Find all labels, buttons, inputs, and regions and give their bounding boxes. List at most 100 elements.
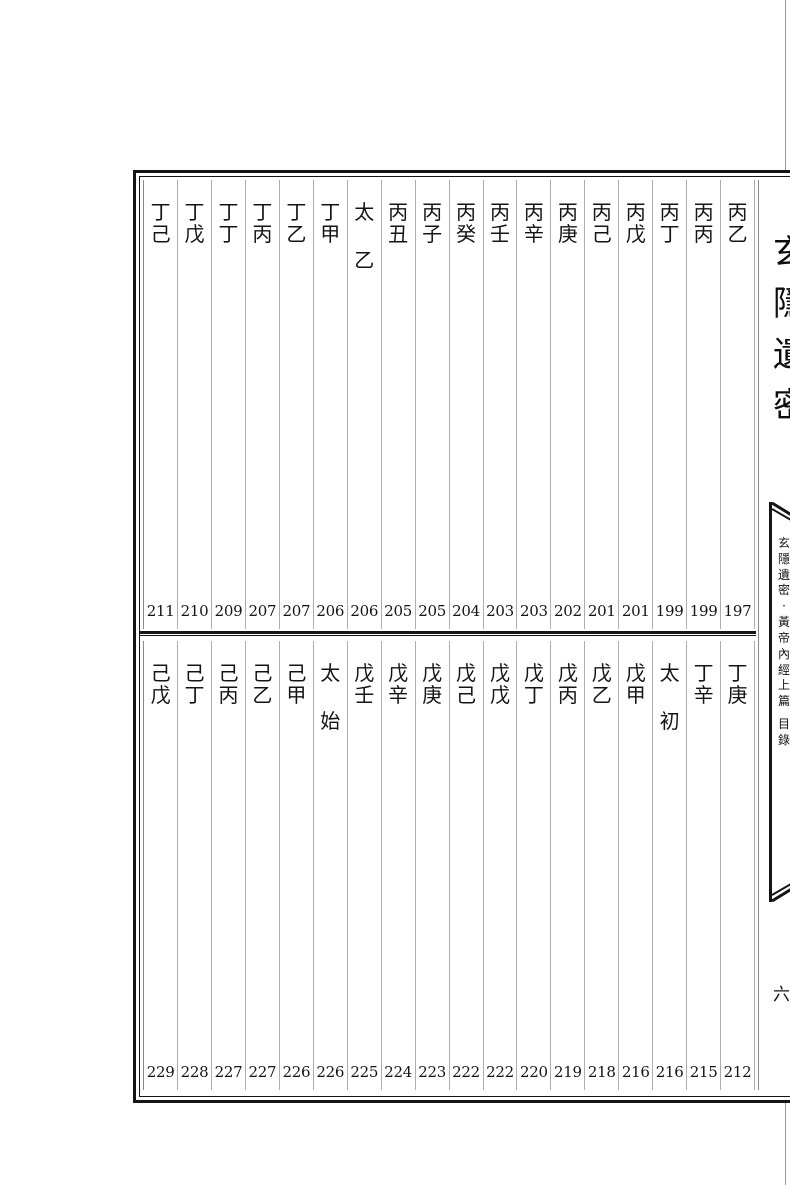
toc-entry-title: 戊庚 bbox=[416, 662, 449, 706]
toc-entry[interactable]: 丙乙 197 bbox=[721, 180, 755, 629]
toc-entry[interactable]: 丁戊 210 bbox=[178, 180, 212, 629]
toc-entry-title-char: 戊 bbox=[184, 221, 205, 246]
running-head-cartouche: 玄隱遺密 · 黃帝內經上篇目錄 bbox=[769, 502, 790, 902]
toc-entry[interactable]: 戊壬 225 bbox=[347, 641, 382, 1090]
toc-entry-title: 戊己 bbox=[450, 662, 483, 707]
toc-entry-page-number: 211 bbox=[146, 602, 175, 620]
toc-entry-title-char: 太 bbox=[354, 200, 375, 224]
toc-entry[interactable]: 丙辛 203 bbox=[517, 180, 552, 629]
running-head-char: 目 bbox=[778, 717, 790, 732]
toc-entry-page-number: 206 bbox=[316, 602, 345, 620]
toc-entry[interactable]: 戊辛 224 bbox=[381, 641, 416, 1090]
toc-entry[interactable]: 丁丙 207 bbox=[245, 180, 280, 629]
toc-entry[interactable]: 丁甲 206 bbox=[313, 180, 348, 629]
book-page-frame: 丙乙 197 丙丙 199 丙丁 199 丙戊 201 丙己 201 丙庚 202 丙辛 203 丙壬 203… bbox=[133, 170, 790, 1103]
folio-number: 六三 bbox=[773, 980, 790, 1005]
toc-entry-title-char: 丙 bbox=[727, 200, 748, 224]
toc-entry[interactable]: 丁辛 215 bbox=[687, 641, 722, 1090]
toc-entry-page-number: 207 bbox=[248, 602, 277, 620]
toc-entry[interactable]: 己甲 226 bbox=[279, 641, 314, 1090]
toc-entry-title-char: 丙 bbox=[456, 200, 477, 224]
toc-entry-page-number: 223 bbox=[418, 1063, 446, 1081]
toc-entry[interactable]: 戊乙 218 bbox=[585, 641, 620, 1090]
toc-entry-page-number: 201 bbox=[587, 602, 616, 620]
toc-entry[interactable]: 太乙 206 bbox=[347, 180, 382, 629]
toc-entry-page-number: 202 bbox=[553, 602, 582, 620]
running-head-spacer bbox=[778, 710, 790, 717]
toc-entry[interactable]: 己乙 227 bbox=[245, 641, 280, 1090]
toc-entry-title-char: 丁 bbox=[286, 200, 307, 224]
toc-entry-title-char: 丙 bbox=[523, 200, 544, 224]
toc-entry[interactable]: 戊戊 222 bbox=[483, 641, 518, 1090]
toc-entry-title: 戊戊 bbox=[484, 661, 517, 706]
toc-entry-title-char: 子 bbox=[422, 221, 443, 246]
toc-entry-title-char: 丙 bbox=[489, 200, 510, 224]
toc-entry-title: 丁丙 bbox=[246, 201, 279, 246]
toc-entry[interactable]: 丙丙 199 bbox=[687, 180, 722, 629]
toc-entry-title: 戊丁 bbox=[517, 662, 550, 707]
toc-entry-title-char: 戊 bbox=[489, 661, 510, 685]
toc-entry-title-char: 丙 bbox=[252, 221, 273, 246]
toc-entry[interactable]: 丙子 205 bbox=[415, 180, 450, 629]
toc-entry[interactable]: 丙丁 199 bbox=[653, 180, 688, 629]
toc-entry[interactable]: 丙戊 201 bbox=[619, 180, 654, 629]
toc-entry-title-char: 戊 bbox=[625, 221, 646, 246]
chevron-down-icon bbox=[772, 502, 790, 526]
toc-entry-title-char: 戊 bbox=[557, 661, 578, 685]
toc-entry-title-char: 丙 bbox=[659, 200, 680, 224]
toc-entry-title: 丙庚 bbox=[551, 201, 584, 245]
toc-entry[interactable]: 戊丁 220 bbox=[517, 641, 552, 1090]
toc-entry-title-char: 癸 bbox=[456, 221, 477, 246]
toc-entry[interactable]: 戊庚 223 bbox=[415, 641, 450, 1090]
toc-section-bottom: 丁庚 212 丁辛 215 太初 216 戊甲 216 戊乙 218 戊丙 219 戊丁 220 戊戊 222… bbox=[143, 641, 755, 1090]
toc-entry-page-number: 227 bbox=[214, 1063, 243, 1081]
toc-entry[interactable]: 丙庚 202 bbox=[551, 180, 586, 629]
toc-entry-title: 己戊 bbox=[144, 661, 177, 706]
toc-entry[interactable]: 戊丙 219 bbox=[551, 641, 586, 1090]
running-head-char: 玄 bbox=[778, 536, 790, 550]
toc-entry-title: 太初 bbox=[653, 662, 686, 733]
toc-entry[interactable]: 丁丁 209 bbox=[212, 180, 246, 629]
toc-entry-title-char: 丁 bbox=[184, 682, 205, 707]
toc-entry-title-char: 己 bbox=[456, 682, 477, 707]
toc-entry-title: 丙己 bbox=[585, 200, 618, 246]
toc-entry-title-char: 丁 bbox=[218, 200, 239, 224]
toc-entry-title-char: 丁 bbox=[523, 682, 544, 707]
toc-entry-title-char: 丁 bbox=[150, 200, 171, 224]
toc-entry-page-number: 216 bbox=[621, 1063, 650, 1081]
toc-entry[interactable]: 太初 216 bbox=[653, 641, 688, 1090]
toc-entry-title-char: 乙 bbox=[591, 682, 612, 707]
toc-entry-title-char: 丙 bbox=[557, 682, 578, 707]
toc-entry[interactable]: 戊甲 216 bbox=[619, 641, 654, 1090]
toc-entry-title-char: 己 bbox=[150, 661, 171, 685]
toc-entry[interactable]: 丁庚 212 bbox=[721, 641, 755, 1090]
toc-entry-title-char: 丁 bbox=[693, 661, 714, 685]
page-title-char: 密 bbox=[773, 381, 790, 432]
toc-entry[interactable]: 己戊 229 bbox=[144, 641, 179, 1090]
toc-entry[interactable]: 戊己 222 bbox=[449, 641, 484, 1090]
toc-entry-title: 丁乙 bbox=[280, 200, 313, 245]
toc-entry-title-char: 初 bbox=[659, 708, 680, 733]
running-head-char: 遺 bbox=[778, 567, 790, 582]
book-page-frame-inner-rule bbox=[139, 176, 790, 1097]
running-head-char: 隱 bbox=[778, 551, 790, 566]
toc-entry[interactable]: 丁乙 207 bbox=[279, 180, 314, 629]
toc-entry[interactable]: 丙丑 205 bbox=[381, 180, 416, 629]
toc-entry-title: 丁庚 bbox=[721, 662, 754, 706]
toc-entry[interactable]: 太始 226 bbox=[313, 641, 348, 1090]
toc-entry-title: 太乙 bbox=[348, 200, 381, 271]
toc-entry-page-number: 225 bbox=[350, 1063, 379, 1081]
toc-entry[interactable]: 己丙 227 bbox=[212, 641, 246, 1090]
toc-entry[interactable]: 丁己 211 bbox=[144, 180, 179, 629]
toc-entry-page-number: 207 bbox=[282, 602, 311, 620]
toc-entry-title-char: 己 bbox=[591, 221, 612, 246]
toc-entry[interactable]: 丙壬 203 bbox=[483, 180, 518, 629]
toc-entry-title: 丙丙 bbox=[687, 201, 720, 245]
toc-entry[interactable]: 丙己 201 bbox=[585, 180, 620, 629]
toc-entry-title-char: 丙 bbox=[591, 200, 612, 224]
toc-entry[interactable]: 丙癸 204 bbox=[449, 180, 484, 629]
toc-entry[interactable]: 己丁 228 bbox=[178, 641, 212, 1090]
toc-entry-title: 己丁 bbox=[178, 662, 211, 707]
toc-entry-page-number: 224 bbox=[384, 1063, 413, 1081]
